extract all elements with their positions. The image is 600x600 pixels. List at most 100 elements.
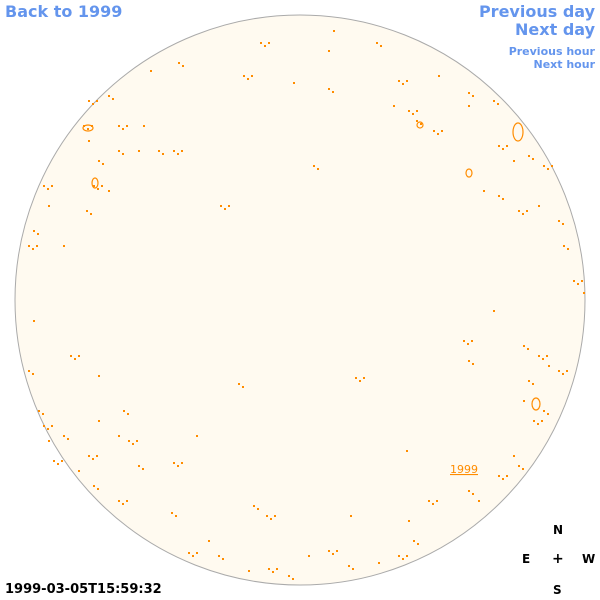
contour-mark bbox=[42, 413, 44, 415]
contour-mark bbox=[359, 380, 361, 382]
contour-mark bbox=[118, 150, 120, 152]
back-to-year-link[interactable]: Back to 1999 bbox=[5, 2, 123, 21]
contour-mark bbox=[181, 150, 183, 152]
contour-mark bbox=[276, 568, 278, 570]
contour-mark bbox=[581, 280, 583, 282]
next-hour-link[interactable]: Next hour bbox=[533, 58, 596, 71]
solar-disk bbox=[14, 14, 586, 586]
contour-mark bbox=[432, 503, 434, 505]
contour-mark bbox=[108, 95, 110, 97]
contour-mark bbox=[468, 360, 470, 362]
contour-mark bbox=[406, 450, 408, 452]
contour-mark bbox=[274, 515, 276, 517]
contour-mark bbox=[543, 410, 545, 412]
contour-mark bbox=[416, 120, 418, 122]
contour-mark bbox=[502, 478, 504, 480]
contour-mark bbox=[562, 223, 564, 225]
contour-mark bbox=[378, 562, 380, 564]
contour-mark bbox=[102, 163, 104, 165]
contour-mark bbox=[292, 578, 294, 580]
contour-mark bbox=[43, 185, 45, 187]
contour-mark bbox=[336, 550, 338, 552]
contour-mark bbox=[268, 42, 270, 44]
contour-mark bbox=[438, 75, 440, 77]
contour-ring bbox=[465, 168, 473, 178]
contour-mark bbox=[178, 62, 180, 64]
year-link[interactable]: 1999 bbox=[450, 463, 478, 476]
contour-mark bbox=[428, 500, 430, 502]
contour-mark bbox=[332, 91, 334, 93]
contour-mark bbox=[98, 420, 100, 422]
contour-mark bbox=[96, 455, 98, 457]
contour-mark bbox=[408, 110, 410, 112]
contour-mark bbox=[53, 460, 55, 462]
contour-mark bbox=[143, 125, 145, 127]
contour-mark bbox=[61, 460, 63, 462]
contour-mark bbox=[92, 458, 94, 460]
contour-mark bbox=[93, 485, 95, 487]
contour-mark bbox=[376, 42, 378, 44]
contour-mark bbox=[543, 165, 545, 167]
contour-mark bbox=[63, 435, 65, 437]
contour-mark bbox=[243, 75, 245, 77]
contour-mark bbox=[51, 425, 53, 427]
previous-day-link[interactable]: Previous day bbox=[478, 2, 595, 21]
contour-mark bbox=[317, 168, 319, 170]
contour-ring bbox=[416, 121, 424, 129]
contour-mark bbox=[577, 283, 579, 285]
contour-mark bbox=[573, 280, 575, 282]
contour-mark bbox=[138, 150, 140, 152]
contour-mark bbox=[472, 363, 474, 365]
contour-mark bbox=[118, 435, 120, 437]
contour-ring bbox=[82, 124, 94, 132]
contour-mark bbox=[238, 383, 240, 385]
contour-mark bbox=[253, 505, 255, 507]
contour-mark bbox=[123, 410, 125, 412]
contour-mark bbox=[126, 500, 128, 502]
contour-mark bbox=[97, 488, 99, 490]
contour-mark bbox=[472, 493, 474, 495]
contour-mark bbox=[528, 380, 530, 382]
contour-mark bbox=[196, 552, 198, 554]
contour-mark bbox=[493, 100, 495, 102]
contour-mark bbox=[228, 205, 230, 207]
contour-mark bbox=[583, 292, 585, 294]
contour-mark bbox=[47, 428, 49, 430]
contour-mark bbox=[270, 518, 272, 520]
contour-mark bbox=[97, 188, 99, 190]
contour-mark bbox=[498, 145, 500, 147]
contour-mark bbox=[222, 558, 224, 560]
contour-mark bbox=[136, 440, 138, 442]
contour-mark bbox=[293, 82, 295, 84]
contour-mark bbox=[220, 205, 222, 207]
contour-mark bbox=[328, 550, 330, 552]
contour-mark bbox=[518, 210, 520, 212]
previous-hour-link[interactable]: Previous hour bbox=[508, 45, 595, 58]
contour-mark bbox=[177, 465, 179, 467]
contour-mark bbox=[526, 210, 528, 212]
contour-mark bbox=[468, 105, 470, 107]
contour-mark bbox=[567, 248, 569, 250]
contour-mark bbox=[328, 50, 330, 52]
contour-mark bbox=[522, 213, 524, 215]
contour-mark bbox=[112, 98, 114, 100]
contour-mark bbox=[98, 375, 100, 377]
contour-mark bbox=[260, 42, 262, 44]
contour-mark bbox=[437, 133, 439, 135]
contour-mark bbox=[142, 468, 144, 470]
compass-west: W bbox=[582, 552, 596, 566]
contour-mark bbox=[523, 400, 525, 402]
contour-mark bbox=[328, 88, 330, 90]
contour-mark bbox=[547, 168, 549, 170]
contour-mark bbox=[538, 205, 540, 207]
contour-mark bbox=[28, 245, 30, 247]
next-day-link[interactable]: Next day bbox=[515, 20, 595, 39]
contour-ring bbox=[91, 177, 99, 189]
contour-mark bbox=[242, 386, 244, 388]
contour-mark bbox=[398, 80, 400, 82]
contour-mark bbox=[93, 185, 95, 187]
contour-mark bbox=[352, 568, 354, 570]
contour-mark bbox=[497, 103, 499, 105]
contour-mark bbox=[513, 455, 515, 457]
contour-mark bbox=[74, 358, 76, 360]
